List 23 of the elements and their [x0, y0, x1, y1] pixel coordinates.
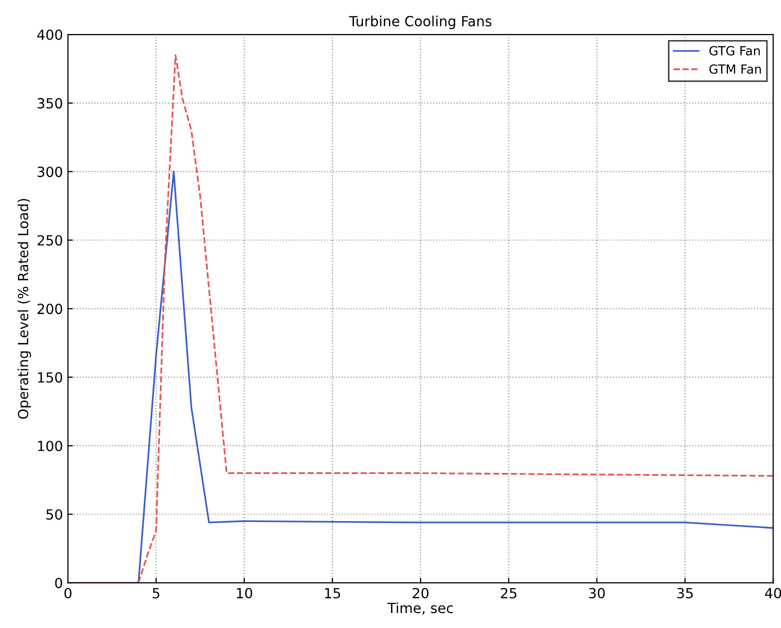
x-tick-label: 10 [236, 588, 252, 598]
y-tick-label: 0 [55, 578, 62, 588]
x-tick-label: 5 [152, 588, 160, 598]
x-tick-label: 25 [500, 588, 516, 598]
y-axis-title: Operating Level (% Rated Load) [18, 198, 32, 419]
y-tick-label: 200 [38, 304, 62, 314]
x-axis-title: Time, sec [387, 602, 453, 615]
legend-label: GTM Fan [709, 64, 761, 74]
y-tick-label: 50 [46, 509, 62, 520]
chart-title: Turbine Cooling Fans [349, 16, 492, 30]
legend-label: GTG Fan [709, 46, 760, 56]
x-tick-label: 0 [64, 588, 72, 598]
x-tick-label: 35 [677, 588, 693, 598]
x-tick-label: 40 [765, 588, 781, 598]
y-tick-label: 400 [37, 30, 62, 40]
y-tick-label: 250 [38, 235, 62, 246]
y-tick-label: 100 [38, 440, 62, 452]
y-tick-label: 350 [38, 98, 62, 109]
x-tick-label: 20 [412, 588, 428, 598]
y-tick-label: 300 [38, 166, 62, 178]
x-tick-label: 30 [589, 588, 605, 598]
y-tick-label: 150 [38, 372, 62, 383]
x-tick-label: 15 [325, 588, 340, 598]
